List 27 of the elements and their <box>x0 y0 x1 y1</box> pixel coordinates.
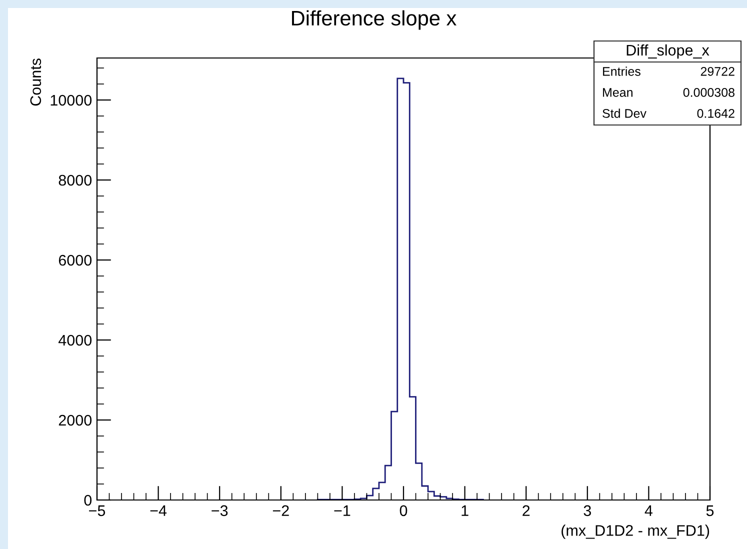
x-tick-label: 3 <box>584 505 591 516</box>
x-tick-label: 4 <box>644 505 652 516</box>
y-tick-label: 6000 <box>58 254 92 266</box>
y-tick-label: 4000 <box>58 334 92 346</box>
annotation: 0.000308 <box>683 88 734 97</box>
y-tick-label: 2000 <box>58 414 92 426</box>
x-tick-label: 1 <box>462 505 468 516</box>
x-tick-label: −4 <box>150 505 167 516</box>
annotation: Diff_slope_x <box>626 44 710 59</box>
y-tick-label: 8000 <box>58 174 92 186</box>
y-tick-label: 10000 <box>50 94 92 106</box>
x-tick-label: −2 <box>272 505 289 516</box>
x-tick-label: 5 <box>706 505 714 516</box>
annotation: Mean <box>603 88 632 97</box>
y-axis-title: Counts <box>30 58 42 106</box>
annotation: 0.1642 <box>697 109 734 118</box>
chart-title: Difference slope x <box>292 10 456 30</box>
x-tick-label: −3 <box>212 505 228 516</box>
x-axis-title: (mx_D1D2 - mx_FD1) <box>562 524 710 539</box>
annotation: Entries <box>603 66 640 76</box>
x-tick-label: 0 <box>400 505 408 516</box>
x-tick-label: 2 <box>522 505 530 516</box>
annotation: Std Dev <box>602 108 646 118</box>
annotation: 29722 <box>700 67 734 76</box>
x-tick-label: −5 <box>89 505 106 516</box>
x-tick-label: −1 <box>334 505 350 516</box>
y-tick-label: 0 <box>84 494 92 506</box>
